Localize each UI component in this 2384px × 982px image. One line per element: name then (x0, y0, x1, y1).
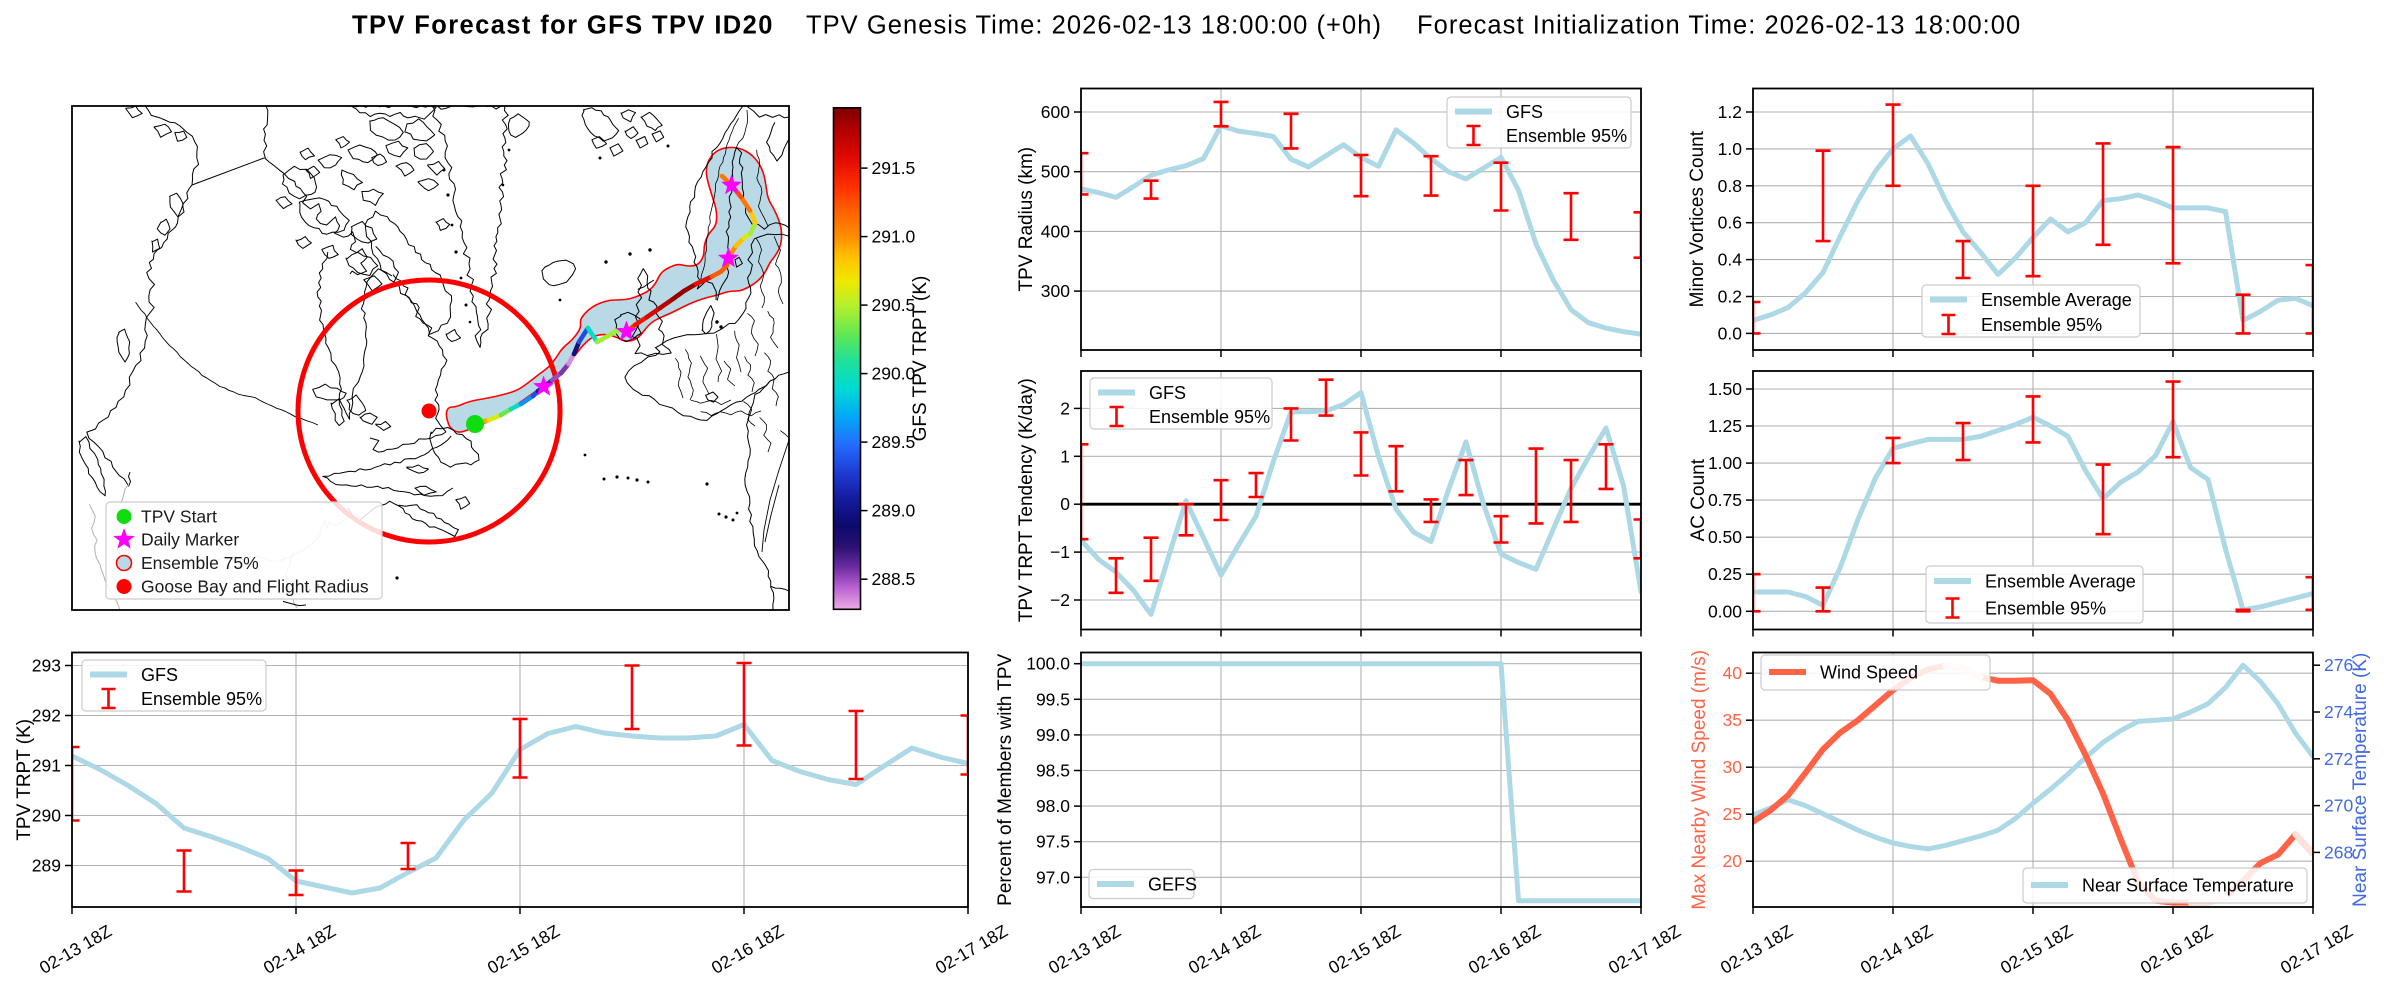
svg-text:0.50: 0.50 (1708, 527, 1742, 547)
svg-text:Goose Bay and Flight Radius: Goose Bay and Flight Radius (141, 577, 369, 597)
svg-text:292: 292 (32, 706, 61, 726)
svg-text:276: 276 (2324, 655, 2353, 675)
svg-text:Ensemble 95%: Ensemble 95% (1149, 407, 1270, 427)
svg-text:AC Count: AC Count (1688, 458, 1709, 541)
svg-text:Ensemble Average: Ensemble Average (1985, 572, 2136, 592)
svg-text:290.5: 290.5 (872, 295, 916, 315)
svg-text:Near Surface Temperature: Near Surface Temperature (2082, 876, 2294, 896)
svg-text:300: 300 (1041, 281, 1070, 301)
svg-text:400: 400 (1041, 221, 1070, 241)
svg-text:−1: −1 (1050, 542, 1070, 562)
svg-text:2: 2 (1060, 398, 1070, 418)
svg-text:100.0: 100.0 (1026, 654, 1070, 674)
svg-text:TPV Radius (km): TPV Radius (km) (1016, 147, 1037, 292)
svg-text:290.0: 290.0 (872, 364, 916, 384)
svg-text:291: 291 (32, 756, 61, 776)
svg-text:98.5: 98.5 (1036, 761, 1070, 781)
svg-text:288.5: 288.5 (872, 569, 916, 589)
svg-text:0.0: 0.0 (1718, 323, 1743, 343)
svg-text:TPV Start: TPV Start (141, 507, 217, 527)
svg-text:Ensemble 95%: Ensemble 95% (1985, 599, 2106, 619)
svg-text:Ensemble 75%: Ensemble 75% (141, 553, 259, 573)
svg-text:TPV TRPT (K): TPV TRPT (K) (14, 719, 35, 841)
svg-text:Percent of Members with TPV: Percent of Members with TPV (995, 653, 1016, 905)
svg-text:0.4: 0.4 (1718, 250, 1743, 270)
svg-text:Minor Vortices Count: Minor Vortices Count (1687, 130, 1708, 307)
svg-text:1: 1 (1060, 446, 1070, 466)
svg-text:97.0: 97.0 (1036, 867, 1070, 887)
svg-text:TPV Genesis Time: 2026-02-13 1: TPV Genesis Time: 2026-02-13 18:00:00 (+… (806, 12, 1382, 40)
svg-text:600: 600 (1041, 102, 1070, 122)
svg-text:289.0: 289.0 (872, 501, 916, 521)
svg-text:GFS: GFS (141, 665, 178, 685)
svg-text:Max Nearby Wind Speed (m/s): Max Nearby Wind Speed (m/s) (1689, 650, 1710, 910)
svg-text:1.0: 1.0 (1718, 139, 1743, 159)
svg-text:289.5: 289.5 (872, 432, 916, 452)
svg-text:GFS: GFS (1506, 102, 1543, 122)
svg-text:1.00: 1.00 (1708, 453, 1742, 473)
svg-text:Near Surface Temperature (K): Near Surface Temperature (K) (2350, 653, 2371, 907)
svg-text:Ensemble 95%: Ensemble 95% (1981, 315, 2102, 335)
svg-text:1.50: 1.50 (1708, 379, 1742, 399)
svg-text:293: 293 (32, 656, 61, 676)
svg-text:Wind Speed: Wind Speed (1820, 663, 1918, 683)
svg-text:0.00: 0.00 (1708, 601, 1742, 621)
svg-text:−2: −2 (1050, 590, 1070, 610)
svg-text:274: 274 (2324, 702, 2353, 722)
svg-text:268: 268 (2324, 842, 2353, 862)
svg-text:0.2: 0.2 (1718, 287, 1742, 307)
svg-text:30: 30 (1723, 757, 1743, 777)
svg-text:0: 0 (1060, 494, 1070, 514)
svg-text:Ensemble Average: Ensemble Average (1981, 290, 2132, 310)
svg-text:99.0: 99.0 (1036, 725, 1070, 745)
svg-text:1.25: 1.25 (1708, 416, 1742, 436)
svg-text:Daily Marker: Daily Marker (141, 530, 239, 550)
svg-text:Ensemble 95%: Ensemble 95% (141, 689, 262, 709)
svg-text:TPV TRPT Tendency (K/day): TPV TRPT Tendency (K/day) (1016, 378, 1037, 622)
svg-text:99.5: 99.5 (1036, 689, 1070, 709)
svg-text:20: 20 (1723, 851, 1743, 871)
svg-text:0.25: 0.25 (1708, 564, 1742, 584)
svg-text:0.8: 0.8 (1718, 176, 1742, 196)
svg-text:GEFS: GEFS (1148, 875, 1197, 895)
svg-text:290: 290 (32, 806, 61, 826)
svg-text:35: 35 (1723, 710, 1742, 730)
svg-text:272: 272 (2324, 749, 2353, 769)
svg-text:291.0: 291.0 (872, 227, 916, 247)
svg-text:500: 500 (1041, 162, 1070, 182)
svg-text:98.0: 98.0 (1036, 796, 1070, 816)
svg-text:Forecast Initialization Time:: Forecast Initialization Time: 2026-02-13… (1417, 12, 2021, 40)
svg-text:GFS TPV TRPT (K): GFS TPV TRPT (K) (910, 276, 931, 442)
svg-text:0.75: 0.75 (1708, 490, 1742, 510)
svg-text:40: 40 (1723, 663, 1743, 683)
svg-text:25: 25 (1723, 804, 1742, 824)
svg-text:97.5: 97.5 (1036, 832, 1070, 852)
svg-text:270: 270 (2324, 796, 2353, 816)
svg-text:Ensemble 95%: Ensemble 95% (1506, 126, 1627, 146)
svg-text:291.5: 291.5 (872, 158, 916, 178)
svg-text:1.2: 1.2 (1718, 102, 1742, 122)
svg-text:0.6: 0.6 (1718, 213, 1742, 233)
svg-text:289: 289 (32, 856, 61, 876)
svg-text:GFS: GFS (1149, 383, 1186, 403)
svg-text:TPV Forecast for GFS TPV ID20: TPV Forecast for GFS TPV ID20 (352, 12, 774, 40)
